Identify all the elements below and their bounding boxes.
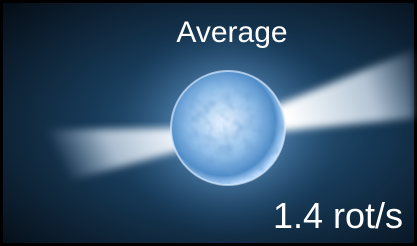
pulsar-image: Average 1.4 rot/s <box>0 0 417 246</box>
title: Average <box>176 16 287 49</box>
page: Average 1.4 rot/s (() => { const data = … <box>0 0 417 246</box>
caption: 1.4 rot/s <box>273 195 403 236</box>
